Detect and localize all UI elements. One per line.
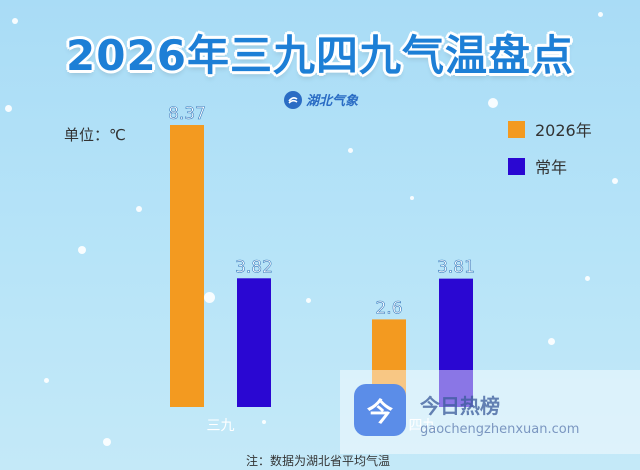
category-label: 三九: [207, 418, 235, 434]
snowflake: [598, 12, 603, 17]
footnote: 注：数据为湖北省平均气温: [246, 454, 391, 468]
snowflake: [585, 276, 590, 281]
weather-logo-icon: [284, 90, 302, 109]
bar: [237, 278, 271, 407]
legend-label: 2026年: [535, 121, 592, 140]
legend-label: 常年: [535, 158, 568, 177]
watermark-title: 今日热榜: [420, 394, 500, 418]
data-label: 8.37: [168, 104, 206, 124]
snowflake: [612, 178, 618, 184]
unit-label: 单位：℃: [64, 126, 126, 144]
snowflake: [44, 378, 49, 383]
snowflake: [136, 206, 142, 212]
logo-text: 湖北气象: [306, 94, 359, 109]
watermark-overlay: 今 今日热榜 gaochengzhenxuan.com: [340, 370, 640, 454]
snowflake: [488, 98, 498, 108]
snowflake: [5, 105, 12, 112]
snowflake: [204, 292, 215, 303]
watermark-url: gaochengzhenxuan.com: [420, 422, 580, 437]
snowflake: [410, 196, 414, 200]
bar: [439, 278, 473, 407]
data-label: 3.81: [437, 258, 475, 278]
bar: [170, 125, 204, 407]
snowflake: [12, 18, 18, 24]
snowflake: [548, 338, 555, 345]
watermark-app-icon: 今: [354, 384, 406, 436]
snowflake: [262, 420, 266, 424]
snowflake: [348, 148, 353, 153]
legend-swatch-normal: [508, 157, 525, 175]
publisher-logo: 湖北气象: [284, 90, 358, 109]
category-label: 四九: [409, 418, 437, 434]
data-label: 2.6: [375, 298, 402, 318]
legend-item-normal: 常年: [508, 154, 567, 178]
snowflake: [306, 298, 311, 303]
chart-title: 2026年三九四九气温盘点: [66, 31, 574, 80]
data-label: 3.82: [235, 257, 273, 277]
legend-swatch-2026: [508, 120, 525, 138]
legend-item-2026: 2026年: [508, 117, 592, 141]
snowflake: [78, 246, 86, 254]
snowflake: [103, 438, 111, 446]
